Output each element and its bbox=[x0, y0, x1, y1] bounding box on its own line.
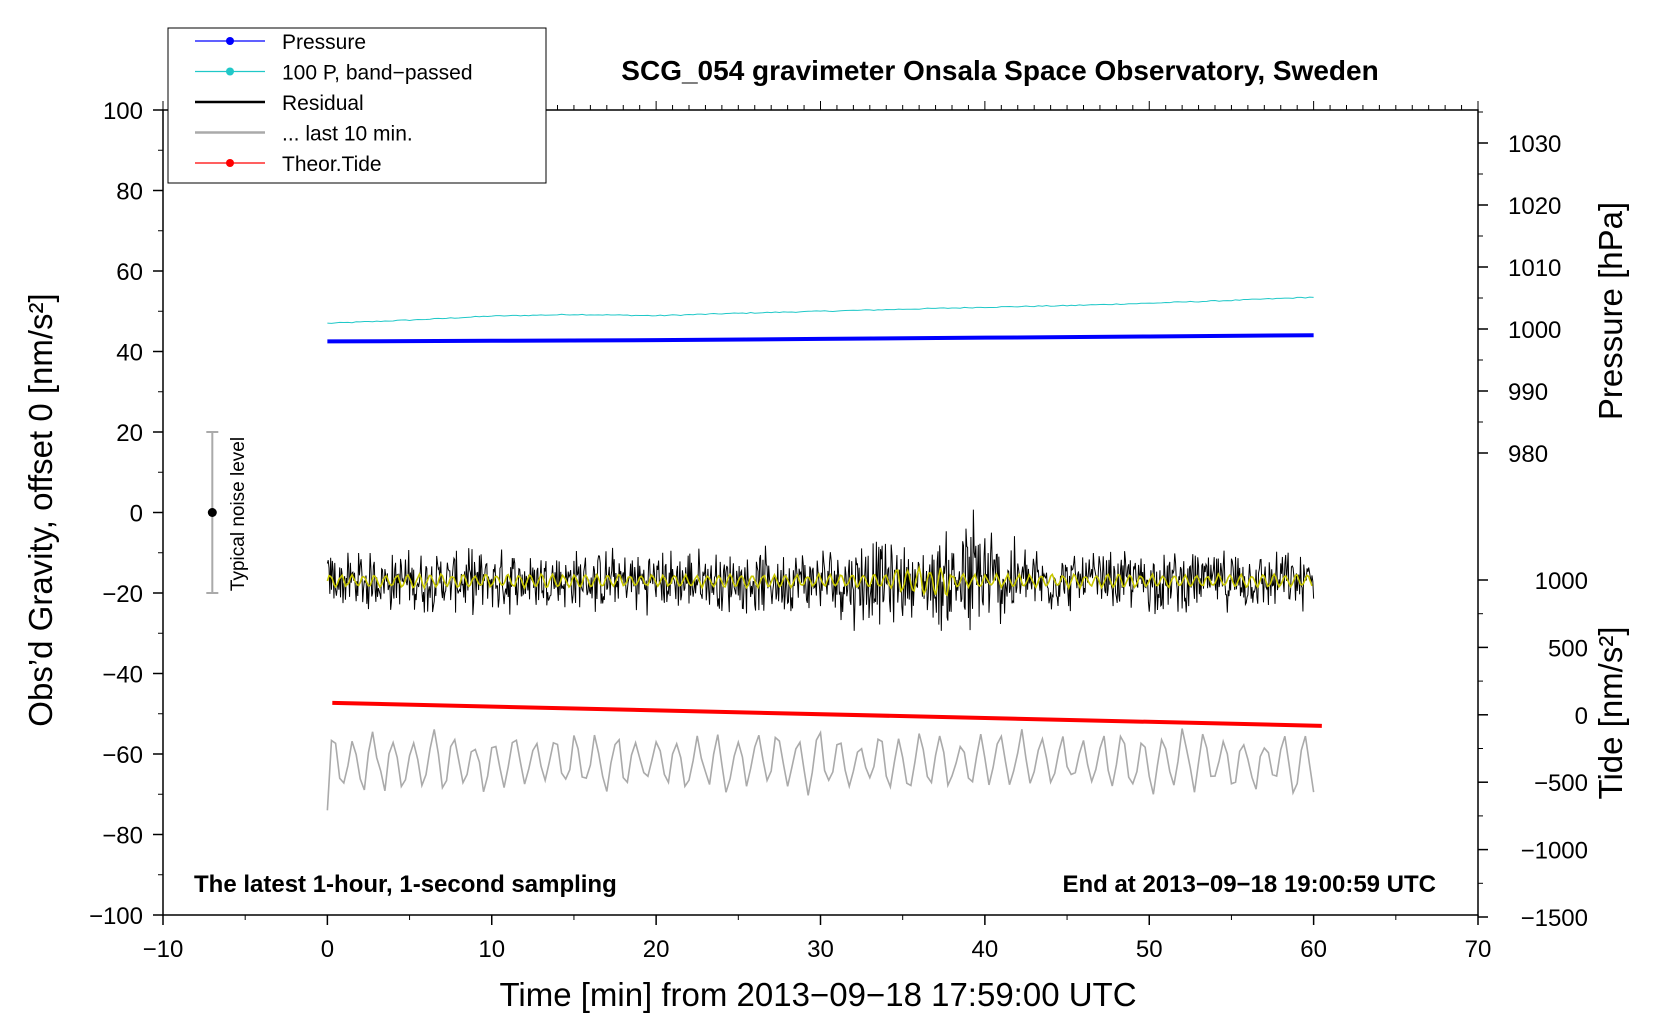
x-tick-label: 30 bbox=[807, 936, 834, 963]
tide-tick-label: −500 bbox=[1534, 770, 1588, 797]
legend-entry-label: Theor.Tide bbox=[282, 153, 382, 176]
y-axis-label-pressure: Pressure [hPa] bbox=[1592, 202, 1629, 420]
noise-bar-center-dot bbox=[207, 508, 217, 517]
pressure-tick-label: 1030 bbox=[1508, 131, 1561, 158]
x-tick-label: 70 bbox=[1465, 936, 1492, 963]
y-tick-label: −20 bbox=[102, 581, 143, 608]
pressure-tick-label: 980 bbox=[1508, 441, 1548, 468]
y-tick-label: −60 bbox=[102, 742, 143, 769]
y-axis-label-left: Obs’d Gravity, offset 0 [nm/s²] bbox=[22, 293, 59, 726]
tide-tick-label: 500 bbox=[1548, 635, 1588, 662]
plot-border bbox=[162, 109, 1479, 916]
legend-marker bbox=[226, 37, 234, 45]
pressure-tick-label: 1010 bbox=[1508, 255, 1561, 282]
y-tick-label: 100 bbox=[103, 98, 143, 125]
series-last-10-min bbox=[326, 728, 1315, 811]
y-tick-label: 20 bbox=[116, 420, 143, 447]
annotation-sampling: The latest 1-hour, 1-second sampling bbox=[194, 871, 617, 898]
y-tick-label: −40 bbox=[102, 662, 143, 689]
tide-tick-label: 1000 bbox=[1535, 568, 1588, 595]
series-pressure bbox=[327, 333, 1314, 344]
series-100-p-band-passed bbox=[327, 296, 1314, 324]
noise-level-label: Typical noise level bbox=[228, 437, 249, 591]
x-tick-label: 50 bbox=[1136, 936, 1163, 963]
y-tick-label: 80 bbox=[116, 179, 143, 206]
tide-tick-label: −1500 bbox=[1521, 905, 1588, 932]
x-tick-label: 0 bbox=[321, 936, 334, 963]
x-tick-label: 20 bbox=[643, 936, 670, 963]
y-tick-label: 40 bbox=[116, 340, 143, 367]
pressure-tick-label: 990 bbox=[1508, 379, 1548, 406]
series-residual bbox=[326, 509, 1315, 631]
series-theor-tide bbox=[332, 700, 1322, 728]
plot-frame bbox=[162, 109, 1479, 916]
y-tick-label: 60 bbox=[116, 259, 143, 286]
legend-entry-label: ... last 10 min. bbox=[282, 123, 413, 146]
legend-entry-label: Pressure bbox=[282, 31, 366, 54]
y-tick-label: −100 bbox=[89, 903, 143, 930]
pressure-tick-label: 1000 bbox=[1508, 317, 1561, 344]
x-tick-label: 10 bbox=[478, 936, 505, 963]
series-layer bbox=[326, 296, 1322, 811]
chart-title: SCG_054 gravimeter Onsala Space Observat… bbox=[621, 55, 1378, 86]
legend-box bbox=[167, 27, 547, 184]
annotation-end-time: End at 2013−09−18 19:00:59 UTC bbox=[1062, 871, 1436, 898]
y-axis-label-tide: Tide [nm/s²] bbox=[1592, 627, 1629, 800]
noise-indicator bbox=[206, 431, 219, 594]
x-tick-label: 60 bbox=[1300, 936, 1327, 963]
legend-entry-label: 100 P, band−passed bbox=[282, 62, 473, 85]
tide-tick-label: 0 bbox=[1575, 703, 1588, 730]
legend: Pressure 100 P, band−passed Residual ... la… bbox=[167, 27, 547, 184]
series-residual-smoothed bbox=[326, 564, 1313, 597]
pressure-tick-label: 1020 bbox=[1508, 193, 1561, 220]
x-tick-label: 40 bbox=[972, 936, 999, 963]
x-tick-label: −10 bbox=[143, 936, 184, 963]
x-axis-label: Time [min] from 2013−09−18 17:59:00 UTC bbox=[499, 976, 1136, 1013]
legend-marker bbox=[226, 67, 234, 76]
ticks-layer: −10 0 10 20 30 40 50 60 70100806040200−20−40−60−… bbox=[89, 98, 1588, 963]
y-tick-label: 0 bbox=[130, 501, 143, 528]
tide-tick-label: −1000 bbox=[1521, 838, 1588, 865]
legend-entry-label: Residual bbox=[282, 92, 364, 115]
legend-marker bbox=[226, 159, 234, 167]
y-tick-label: −80 bbox=[102, 823, 143, 850]
